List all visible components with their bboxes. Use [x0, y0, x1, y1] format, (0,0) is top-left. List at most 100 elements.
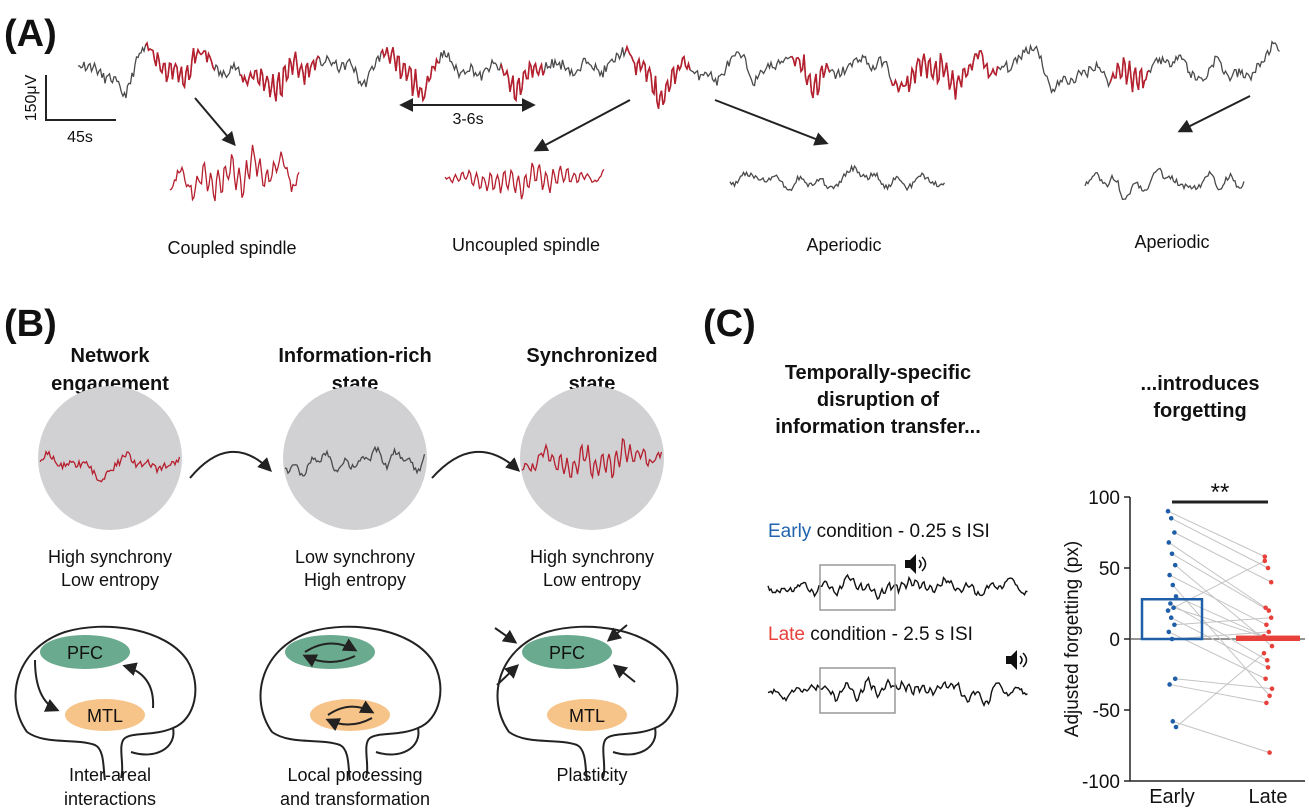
region-mtl [547, 699, 627, 731]
paired-line [1174, 532, 1272, 583]
arrow [612, 664, 636, 683]
subject-point [1263, 676, 1268, 682]
subject-point [1262, 554, 1268, 559]
region-pfc [522, 635, 612, 669]
subject-point [1165, 508, 1171, 514]
subject-point [1171, 605, 1176, 611]
caption: Inter-areal [69, 765, 151, 785]
subject-point [1265, 665, 1271, 670]
subject-point [1172, 622, 1177, 628]
paired-line [1175, 678, 1273, 690]
signal-trace [624, 44, 691, 109]
subject-point [1167, 572, 1172, 578]
subject-point [1266, 629, 1272, 635]
caption: Local processing [287, 765, 422, 785]
subject-point [1266, 608, 1272, 613]
paired-line [1172, 584, 1270, 697]
signal-trace [144, 41, 216, 90]
subject-point [1267, 693, 1272, 699]
subject-point [1168, 615, 1174, 620]
paired-line [1175, 652, 1265, 728]
snippet-label: Aperiodic [806, 235, 881, 255]
state-description: Low entropy [61, 570, 159, 590]
y-tick-label: -100 [1082, 772, 1120, 793]
signal-trace [77, 40, 1280, 109]
state-title: Information-rich [278, 345, 431, 367]
state-description: High synchrony [530, 547, 654, 567]
brain-outline [14, 625, 197, 781]
condition-name: Late [768, 624, 805, 645]
chart: -100 -50 0 50 100 Adjusted forgetting (px) Ear… [1062, 479, 1305, 808]
region-pfc [40, 635, 130, 669]
region-mtl [65, 699, 145, 731]
arrow [327, 700, 375, 716]
panel-label: (B) [4, 303, 57, 345]
arrow [194, 97, 236, 147]
signal-trace [444, 162, 605, 200]
arrow [1177, 95, 1251, 133]
arrow [122, 662, 155, 709]
state-circle [520, 386, 664, 530]
signal-trace [767, 675, 1028, 708]
scale-bar [45, 75, 116, 121]
state-description: High entropy [304, 570, 406, 590]
signal-trace [890, 49, 1000, 100]
caption: Plasticity [556, 765, 627, 785]
signal-trace [380, 47, 440, 103]
arrow [189, 450, 272, 479]
brain-outline [259, 625, 442, 781]
panel-label: (A) [4, 13, 57, 55]
brain: PFC MTL [494, 624, 679, 781]
subject-point [1268, 579, 1274, 585]
brain: PFC MTL [14, 625, 197, 781]
subject-point [1268, 615, 1274, 620]
region-label: MTL [569, 706, 605, 726]
snippet-label: Aperiodic [1134, 232, 1209, 252]
panel-title: information transfer... [775, 416, 981, 438]
speaker-icon [905, 554, 916, 574]
signal-trace [790, 54, 831, 99]
subject-point [1172, 562, 1178, 568]
bar [1140, 597, 1204, 641]
paired-line [1167, 560, 1266, 612]
state-description: Low entropy [543, 570, 641, 590]
subject-point [1169, 551, 1175, 557]
subject-point [1170, 719, 1176, 724]
subject-point [1167, 682, 1172, 687]
signal-trace [521, 437, 663, 480]
subject-point [1269, 686, 1275, 691]
paired-line [1174, 617, 1272, 626]
condition-label: Late condition - 2.5 s ISI [768, 624, 973, 645]
signal-trace [39, 449, 181, 483]
paired-line [1172, 720, 1270, 754]
panel-b: Network engagement High synchrony Low entro… [14, 345, 679, 808]
panel-title: ...introduces [1141, 373, 1260, 395]
snippet-label: Uncoupled spindle [452, 235, 600, 255]
signal-trace [239, 51, 321, 102]
signal-trace [1109, 57, 1150, 93]
brain-outline [496, 625, 679, 781]
panel-label: (C) [703, 303, 756, 345]
caption: and transformation [280, 789, 430, 808]
x-tick-label: Early [1149, 786, 1195, 808]
y-tick-label: 50 [1099, 559, 1120, 580]
arrow [431, 450, 521, 479]
region-label: PFC [67, 643, 103, 663]
signal-trace [169, 144, 300, 202]
speaker-icon [1006, 650, 1017, 670]
state-title: Synchronized [526, 345, 657, 367]
y-tick-label: 0 [1109, 630, 1120, 651]
subject-point [1173, 594, 1179, 599]
y-axis-label: Adjusted forgetting (px) [1062, 541, 1083, 737]
subject-point [1267, 750, 1272, 755]
stimulus-window [819, 564, 896, 611]
interval-label: 3-6s [452, 111, 483, 128]
paired-line [1168, 542, 1266, 609]
condition-text: condition - 2.5 s ISI [805, 624, 973, 645]
snippets [169, 144, 1245, 202]
arrow [494, 627, 518, 644]
paired-line [1170, 617, 1269, 668]
subject-point [1269, 643, 1275, 649]
panel-title: disruption of [817, 389, 940, 411]
